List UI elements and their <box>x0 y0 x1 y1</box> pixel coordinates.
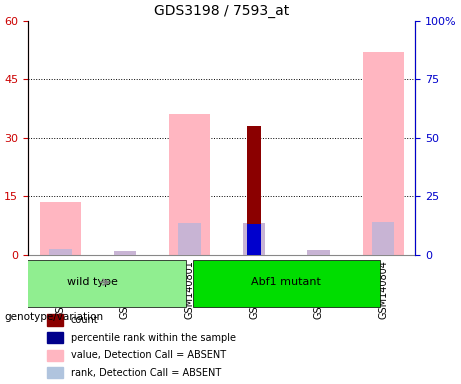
Bar <box>307 250 330 255</box>
Text: wild type: wild type <box>67 277 118 287</box>
Text: genotype/variation: genotype/variation <box>5 312 104 322</box>
Bar <box>40 202 81 255</box>
FancyBboxPatch shape <box>193 260 380 307</box>
Text: count: count <box>71 315 98 325</box>
Bar <box>178 223 201 255</box>
Bar <box>247 126 261 255</box>
Bar <box>47 349 63 361</box>
Bar <box>47 314 63 326</box>
Title: GDS3198 / 7593_at: GDS3198 / 7593_at <box>154 4 290 18</box>
Bar <box>169 114 210 255</box>
Bar <box>49 249 71 255</box>
Bar <box>47 367 63 378</box>
FancyBboxPatch shape <box>0 260 186 307</box>
Bar <box>363 52 403 255</box>
Bar <box>47 332 63 343</box>
Bar <box>372 222 395 255</box>
Bar <box>243 223 266 255</box>
Bar <box>113 252 136 255</box>
Text: value, Detection Call = ABSENT: value, Detection Call = ABSENT <box>71 350 226 360</box>
Text: percentile rank within the sample: percentile rank within the sample <box>71 333 236 343</box>
Text: rank, Detection Call = ABSENT: rank, Detection Call = ABSENT <box>71 368 221 378</box>
Bar <box>247 223 261 255</box>
Text: Abf1 mutant: Abf1 mutant <box>251 277 321 287</box>
